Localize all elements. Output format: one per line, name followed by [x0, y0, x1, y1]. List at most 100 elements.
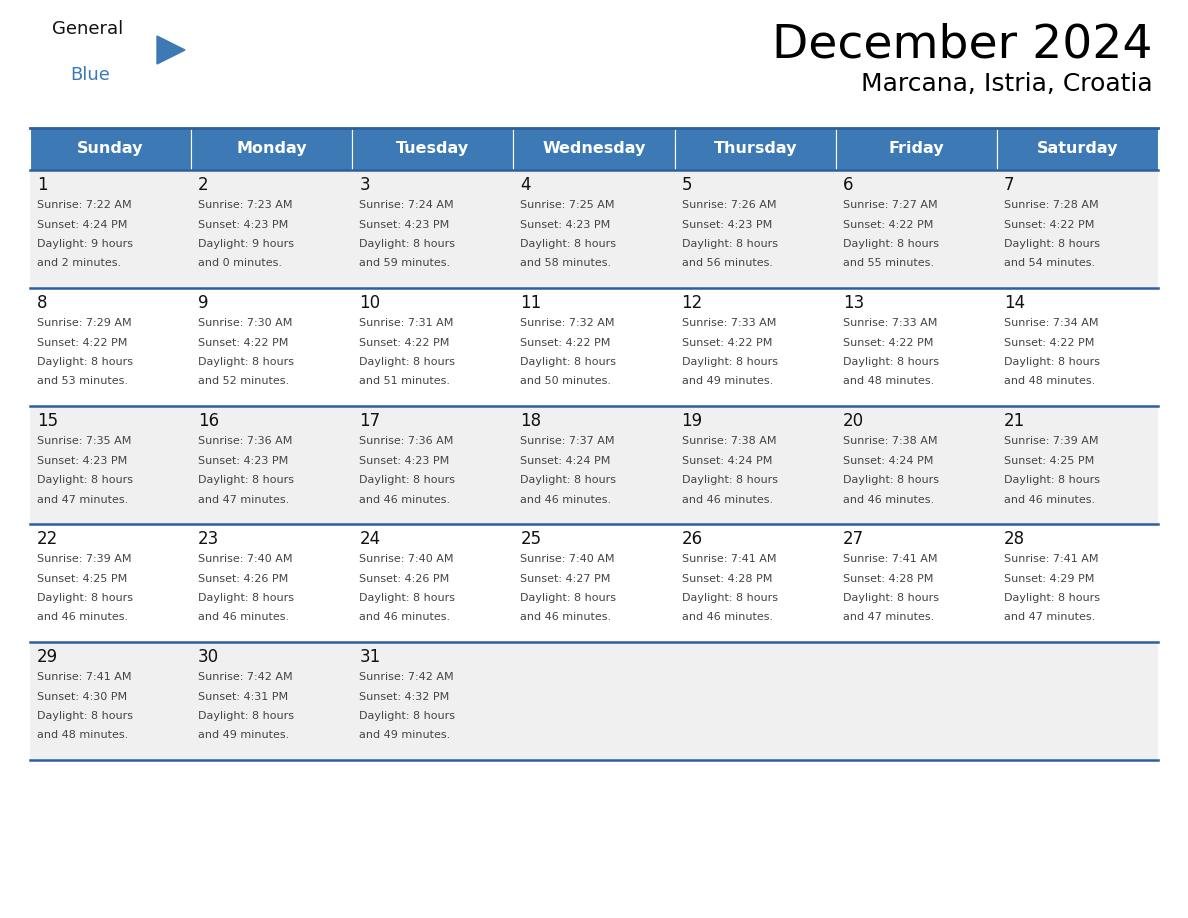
Text: Sunset: 4:30 PM: Sunset: 4:30 PM: [37, 691, 127, 701]
Bar: [30, 128, 191, 170]
Bar: [191, 406, 353, 524]
Bar: [191, 170, 353, 288]
Text: Sunset: 4:28 PM: Sunset: 4:28 PM: [682, 574, 772, 584]
Bar: [353, 170, 513, 288]
Bar: [513, 128, 675, 170]
Text: and 46 minutes.: and 46 minutes.: [37, 612, 128, 622]
Text: and 46 minutes.: and 46 minutes.: [842, 495, 934, 505]
Text: and 50 minutes.: and 50 minutes.: [520, 376, 612, 386]
Text: 16: 16: [198, 412, 220, 430]
Text: Sunrise: 7:41 AM: Sunrise: 7:41 AM: [842, 554, 937, 564]
Bar: [353, 642, 513, 760]
Bar: [997, 288, 1158, 406]
Bar: [675, 128, 835, 170]
Bar: [835, 170, 997, 288]
Bar: [191, 524, 353, 642]
Text: Daylight: 8 hours: Daylight: 8 hours: [359, 357, 455, 367]
Text: 11: 11: [520, 294, 542, 312]
Text: Daylight: 8 hours: Daylight: 8 hours: [359, 593, 455, 603]
Text: Sunset: 4:23 PM: Sunset: 4:23 PM: [37, 455, 127, 465]
Text: Blue: Blue: [70, 66, 109, 84]
Text: Sunset: 4:24 PM: Sunset: 4:24 PM: [520, 455, 611, 465]
Text: Daylight: 8 hours: Daylight: 8 hours: [37, 475, 133, 485]
Text: 28: 28: [1004, 530, 1025, 548]
Bar: [513, 524, 675, 642]
Text: Sunset: 4:26 PM: Sunset: 4:26 PM: [359, 574, 449, 584]
Bar: [353, 128, 513, 170]
Text: Sunrise: 7:36 AM: Sunrise: 7:36 AM: [198, 436, 292, 446]
Text: Sunrise: 7:33 AM: Sunrise: 7:33 AM: [682, 318, 776, 328]
Text: Sunrise: 7:41 AM: Sunrise: 7:41 AM: [1004, 554, 1099, 564]
Text: Daylight: 8 hours: Daylight: 8 hours: [842, 239, 939, 249]
Text: Sunrise: 7:31 AM: Sunrise: 7:31 AM: [359, 318, 454, 328]
Bar: [997, 524, 1158, 642]
Text: and 51 minutes.: and 51 minutes.: [359, 376, 450, 386]
Text: and 52 minutes.: and 52 minutes.: [198, 376, 289, 386]
Bar: [675, 642, 835, 760]
Text: Sunrise: 7:41 AM: Sunrise: 7:41 AM: [37, 672, 132, 682]
Text: and 53 minutes.: and 53 minutes.: [37, 376, 128, 386]
Bar: [835, 642, 997, 760]
Bar: [30, 288, 191, 406]
Bar: [30, 406, 191, 524]
Bar: [835, 128, 997, 170]
Bar: [835, 406, 997, 524]
Text: 13: 13: [842, 294, 864, 312]
Bar: [835, 288, 997, 406]
Text: 29: 29: [37, 648, 58, 666]
Text: 10: 10: [359, 294, 380, 312]
Text: and 56 minutes.: and 56 minutes.: [682, 259, 772, 268]
Text: 30: 30: [198, 648, 220, 666]
Bar: [191, 642, 353, 760]
Bar: [191, 128, 353, 170]
Text: and 47 minutes.: and 47 minutes.: [198, 495, 290, 505]
Bar: [997, 642, 1158, 760]
Text: 27: 27: [842, 530, 864, 548]
Text: Wednesday: Wednesday: [542, 141, 646, 156]
Text: Sunrise: 7:42 AM: Sunrise: 7:42 AM: [359, 672, 454, 682]
Text: Tuesday: Tuesday: [397, 141, 469, 156]
Bar: [997, 406, 1158, 524]
Text: 1: 1: [37, 176, 48, 194]
Text: Sunrise: 7:35 AM: Sunrise: 7:35 AM: [37, 436, 132, 446]
Text: Daylight: 8 hours: Daylight: 8 hours: [359, 475, 455, 485]
Text: and 49 minutes.: and 49 minutes.: [682, 376, 773, 386]
Text: and 47 minutes.: and 47 minutes.: [842, 612, 934, 622]
Text: Daylight: 8 hours: Daylight: 8 hours: [520, 239, 617, 249]
Text: 20: 20: [842, 412, 864, 430]
Text: and 0 minutes.: and 0 minutes.: [198, 259, 282, 268]
Text: Daylight: 9 hours: Daylight: 9 hours: [37, 239, 133, 249]
Bar: [30, 524, 191, 642]
Text: 15: 15: [37, 412, 58, 430]
Text: and 47 minutes.: and 47 minutes.: [1004, 612, 1095, 622]
Text: December 2024: December 2024: [772, 22, 1154, 67]
Text: and 46 minutes.: and 46 minutes.: [359, 495, 450, 505]
Text: Sunrise: 7:25 AM: Sunrise: 7:25 AM: [520, 200, 615, 210]
Text: and 47 minutes.: and 47 minutes.: [37, 495, 128, 505]
Text: Sunrise: 7:38 AM: Sunrise: 7:38 AM: [682, 436, 776, 446]
Text: General: General: [52, 20, 124, 38]
Text: Daylight: 8 hours: Daylight: 8 hours: [520, 357, 617, 367]
Text: Sunrise: 7:40 AM: Sunrise: 7:40 AM: [359, 554, 454, 564]
Text: Sunset: 4:22 PM: Sunset: 4:22 PM: [37, 338, 127, 348]
Text: 18: 18: [520, 412, 542, 430]
Text: and 49 minutes.: and 49 minutes.: [198, 731, 290, 741]
Text: 14: 14: [1004, 294, 1025, 312]
Text: and 46 minutes.: and 46 minutes.: [198, 612, 289, 622]
Text: Sunset: 4:22 PM: Sunset: 4:22 PM: [1004, 219, 1094, 230]
Text: Sunrise: 7:29 AM: Sunrise: 7:29 AM: [37, 318, 132, 328]
Text: Daylight: 8 hours: Daylight: 8 hours: [359, 711, 455, 721]
Text: and 46 minutes.: and 46 minutes.: [520, 495, 612, 505]
Text: 8: 8: [37, 294, 48, 312]
Text: Sunset: 4:23 PM: Sunset: 4:23 PM: [520, 219, 611, 230]
Bar: [513, 170, 675, 288]
Text: Daylight: 8 hours: Daylight: 8 hours: [1004, 475, 1100, 485]
Text: 26: 26: [682, 530, 702, 548]
Text: 9: 9: [198, 294, 209, 312]
Bar: [997, 128, 1158, 170]
Bar: [353, 406, 513, 524]
Text: Sunset: 4:25 PM: Sunset: 4:25 PM: [37, 574, 127, 584]
Bar: [513, 288, 675, 406]
Bar: [675, 524, 835, 642]
Text: Sunset: 4:27 PM: Sunset: 4:27 PM: [520, 574, 611, 584]
